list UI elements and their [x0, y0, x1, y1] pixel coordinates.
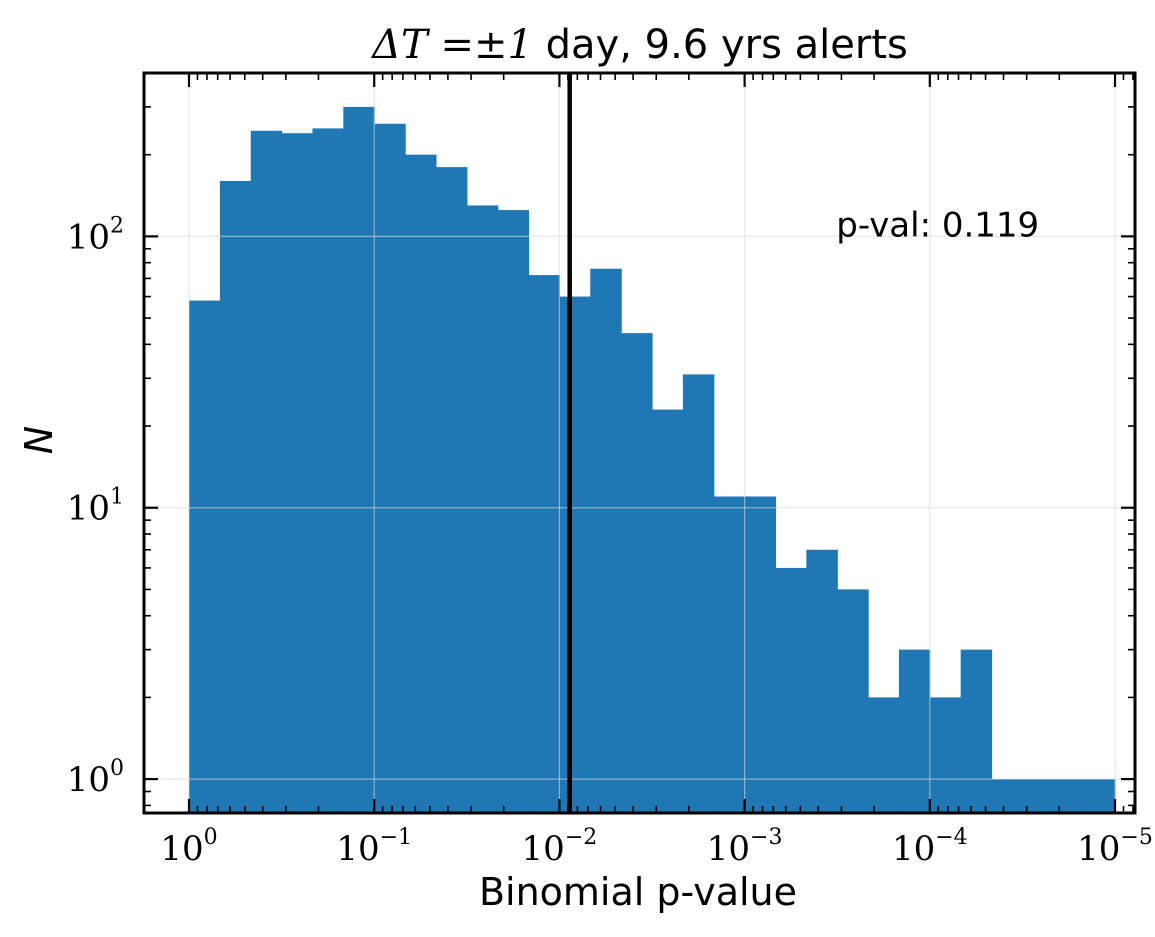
histogram-bar	[189, 300, 221, 814]
y-tick-label: 102	[67, 213, 124, 257]
histogram-bar	[682, 374, 715, 813]
x-tick-label: 100	[160, 825, 217, 869]
histogram-bar	[590, 268, 622, 813]
histogram-bar	[868, 697, 900, 813]
chart-title-math: ΔT =±1	[370, 22, 533, 68]
y-tick-label-base: 10	[67, 217, 110, 257]
histogram-bar	[405, 154, 437, 813]
y-tick-label-exp: 0	[110, 756, 124, 781]
x-tick-label-base: 10	[336, 829, 379, 869]
histogram-bar	[744, 496, 777, 813]
x-tick-label: 10−1	[336, 825, 412, 869]
x-tick-label: 10−2	[522, 825, 598, 869]
histogram-bar	[960, 649, 993, 813]
plot-frame	[142, 71, 1137, 815]
y-axis-label: N	[17, 426, 61, 454]
x-tick-label-exp: 0	[204, 825, 218, 850]
x-tick-label-exp: −2	[565, 825, 597, 850]
x-tick-label-exp: −1	[380, 825, 412, 850]
histogram-bar	[343, 106, 375, 814]
histogram-bar	[1053, 779, 1085, 813]
histogram-bar	[281, 133, 314, 814]
x-tick-label-base: 10	[892, 829, 935, 869]
x-tick-label-base: 10	[1077, 829, 1120, 869]
x-tick-label-exp: −5	[1120, 825, 1152, 850]
histogram-bar	[713, 496, 746, 813]
histogram-bar	[837, 589, 869, 813]
x-axis-label: Binomial p-value	[479, 870, 797, 914]
x-tick-label: 10−3	[707, 825, 783, 869]
x-tick-label: 10−5	[1077, 825, 1153, 869]
histogram-bar	[775, 567, 807, 813]
histogram-bar	[559, 296, 591, 813]
y-tick-label: 100	[67, 756, 124, 800]
grid-overlay	[144, 73, 1135, 813]
histogram-bar	[806, 549, 838, 813]
p-val-annotation: p-val: 0.119	[836, 205, 1039, 245]
y-tick-label-exp: 1	[110, 485, 124, 510]
x-tick-labels: 100 10−1 10−2 10−3 10−4 10−5	[160, 825, 1152, 869]
histogram-bar	[250, 130, 283, 814]
histogram-bar	[929, 697, 962, 813]
x-tick-label-base: 10	[160, 829, 203, 869]
histogram-bar	[497, 210, 530, 813]
histogram-bar	[219, 180, 252, 814]
histogram-bar	[652, 409, 684, 813]
histogram-bar	[621, 333, 653, 813]
histogram-bar	[1022, 779, 1054, 813]
histogram-bar	[1084, 779, 1116, 813]
chart-title-rest: day, 9.6 yrs alerts	[533, 22, 908, 68]
x-tick-label: 10−4	[892, 825, 968, 869]
y-tick-label-base: 10	[67, 760, 110, 800]
chart-title: ΔT =±1 day, 9.6 yrs alerts	[370, 22, 908, 68]
y-tick-label-exp: 2	[110, 213, 124, 238]
histogram-bar	[466, 205, 499, 813]
x-tick-label-base: 10	[707, 829, 750, 869]
histogram-bars	[189, 106, 1116, 814]
histogram-bar	[435, 167, 468, 813]
histogram-bar	[898, 649, 931, 813]
histogram-bar	[528, 275, 561, 813]
y-tick-label: 101	[67, 485, 124, 529]
histogram-bar	[312, 128, 344, 813]
x-tick-label-exp: −3	[750, 825, 782, 850]
x-tick-label-exp: −4	[935, 825, 967, 850]
histogram-bar	[374, 123, 406, 813]
histogram-bar	[991, 779, 1024, 813]
y-tick-label-base: 10	[67, 489, 110, 529]
x-tick-label-base: 10	[522, 829, 565, 869]
